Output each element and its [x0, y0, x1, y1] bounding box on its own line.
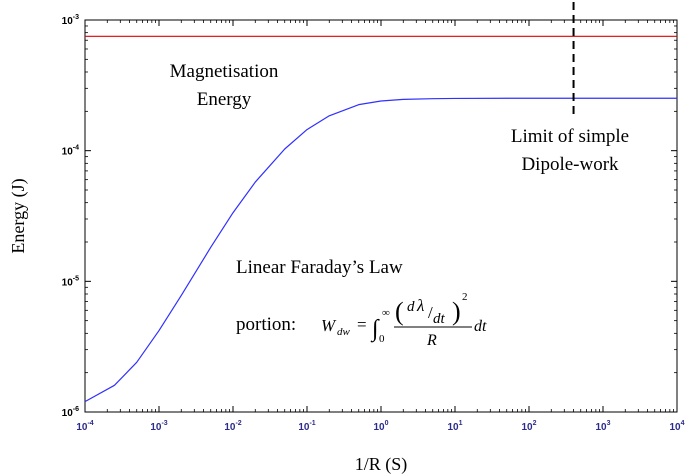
formula-paren-open: (: [395, 297, 404, 326]
formula-w-subscript: dw: [337, 326, 351, 338]
annotation-faraday-line1: Linear Faraday’s Law: [236, 257, 403, 278]
x-tick-label: 10-3: [150, 420, 167, 433]
y-tick-label: 10-5: [62, 275, 79, 288]
x-tick-label: 10-2: [224, 420, 241, 433]
formula-dt-outer: dt: [474, 318, 487, 335]
y-axis-label: Energy (J): [8, 178, 29, 253]
x-tick-label: 102: [521, 420, 536, 433]
formula-d-numerator: d: [407, 299, 415, 315]
formula-lambda: λ: [416, 296, 424, 315]
formula-integral-lower: 0: [379, 333, 385, 345]
y-tick-label: 10-4: [62, 145, 79, 158]
formula-equals: =: [357, 315, 367, 334]
annotation-magnetisation-line1: Magnetisation: [170, 61, 279, 82]
formula-integral: ∫: [370, 316, 380, 343]
formula: W dw = ∫ ∞ 0 ( d λ / dt ) 2 R dt: [321, 291, 487, 349]
y-tick-label: 10-3: [62, 14, 79, 27]
x-tick-label: 104: [669, 420, 684, 433]
formula-denominator-r: R: [426, 332, 437, 349]
formula-slash: /: [428, 303, 433, 322]
x-axis-label: 1/R (S): [355, 454, 408, 475]
series-layer: [84, 35, 677, 403]
major-ticks: [84, 19, 678, 413]
x-tick-label: 100: [373, 420, 388, 433]
minor-ticks: [85, 20, 677, 412]
x-tick-label: 101: [447, 420, 462, 433]
y-tick-labels: 10-6 10-5 10-4 10-3: [62, 14, 79, 419]
formula-integral-upper: ∞: [382, 307, 390, 319]
x-tick-label: 10-4: [76, 420, 93, 433]
formula-w: W: [321, 316, 337, 335]
x-tick-label: 10-1: [298, 420, 315, 433]
formula-power: 2: [462, 291, 468, 303]
x-tick-label: 103: [595, 420, 610, 433]
annotation-portion-label: portion:: [236, 314, 296, 335]
annotation-limit-line2: Dipole-work: [521, 154, 619, 175]
annotation-magnetisation-line2: Energy: [197, 89, 252, 110]
series-line-dipole-work: [84, 97, 677, 403]
annotation-limit-line1: Limit of simple: [511, 126, 629, 147]
x-tick-labels: 10-4 10-3 10-2 10-1 100 101 102 103 104: [76, 420, 684, 433]
formula-dt-inner: dt: [433, 311, 446, 327]
y-tick-label: 10-6: [62, 406, 79, 419]
formula-paren-close: ): [452, 297, 461, 326]
